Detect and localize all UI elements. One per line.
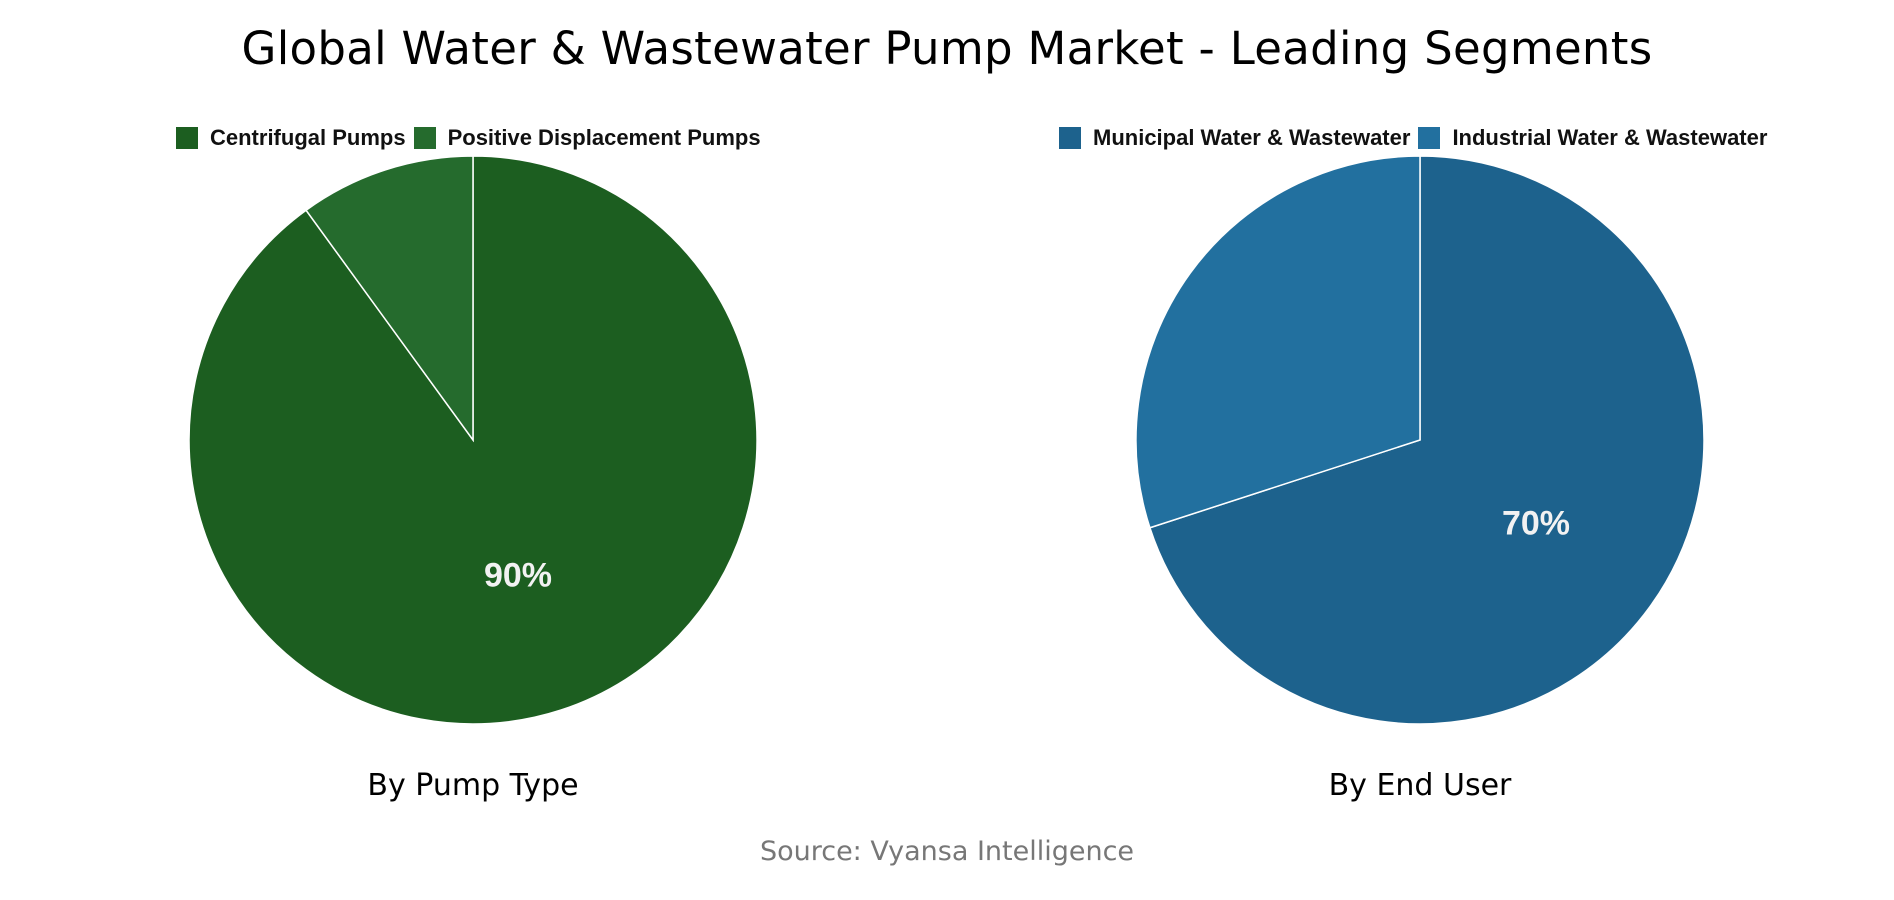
legend-label: Industrial Water & Wastewater (1452, 125, 1768, 150)
legend-item-industrial[interactable]: Industrial Water & Wastewater (1418, 125, 1767, 151)
legend-swatch-icon (1059, 127, 1081, 149)
legend-label: Municipal Water & Wastewater (1093, 125, 1411, 150)
legend-swatch-icon (176, 127, 198, 149)
legend-swatch-icon (1418, 127, 1441, 149)
slice-label-municipal: 70% (1501, 504, 1571, 543)
subtitle-end-user: By End User (1328, 768, 1512, 803)
legend-label: Positive Displacement Pumps (447, 125, 761, 150)
legend-item-centrifugal[interactable]: Centrifugal Pumps (176, 125, 406, 151)
legend-label: Centrifugal Pumps (210, 125, 406, 150)
pie-slice-positive-displacement-pumps[interactable] (305, 155, 474, 443)
legend-item-municipal[interactable]: Municipal Water & Wastewater (1059, 125, 1410, 151)
chart-title: Global Water & Wastewater Pump Market - … (241, 22, 1653, 75)
source-note: Source: Vyansa Intelligence (759, 836, 1135, 867)
legend-item-positive-displacement[interactable]: Positive Displacement Pumps (413, 125, 761, 151)
legend-end-user: Municipal Water & Wastewater Industrial … (1059, 125, 1775, 151)
pie-slice-municipal-water-wastewater[interactable] (1148, 155, 1705, 725)
legend-swatch-icon (413, 127, 436, 149)
legend-pump-type: Centrifugal Pumps Positive Displacement … (176, 125, 769, 151)
slice-label-centrifugal: 90% (483, 556, 553, 595)
subtitle-pump-type: By Pump Type (367, 768, 579, 803)
pie-pump-type (188, 155, 758, 725)
pie-slice-industrial-water-wastewater[interactable] (1135, 155, 1421, 529)
pie-end-user (1135, 155, 1705, 725)
